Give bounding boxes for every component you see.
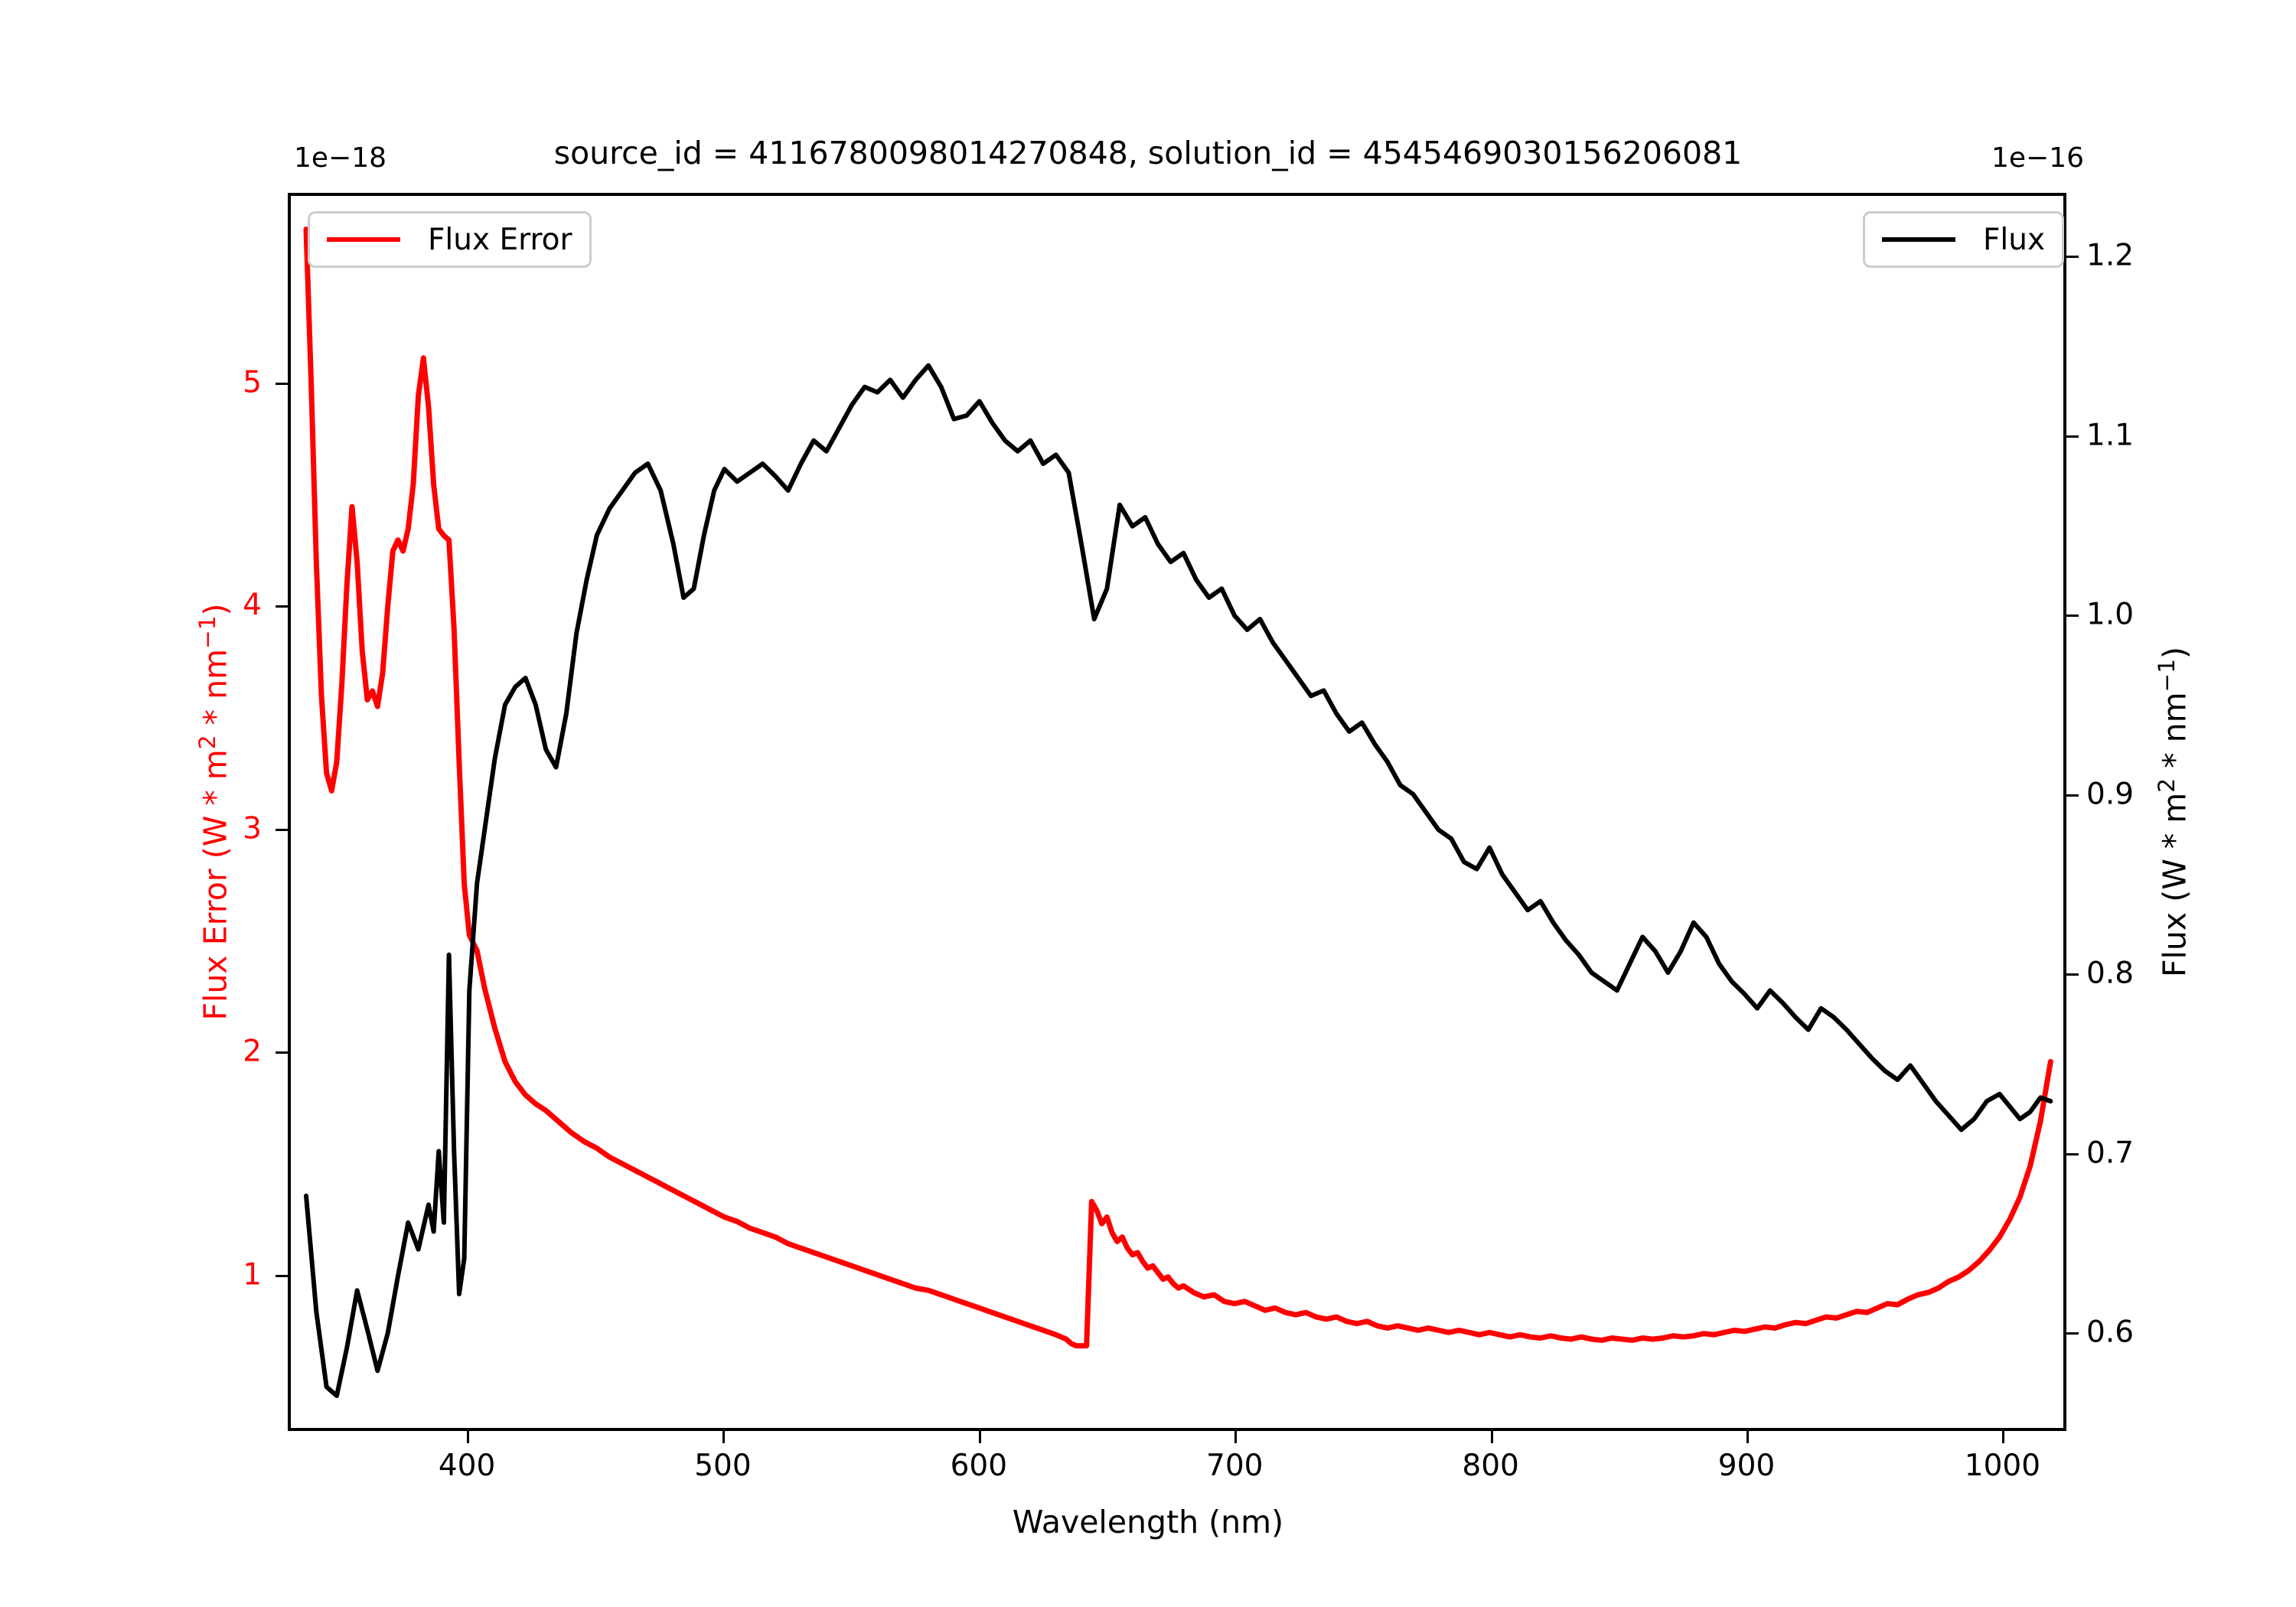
left-y-tick-mark <box>276 828 288 831</box>
left-y-tick-label: 1 <box>243 1257 262 1292</box>
series-line-flux <box>306 366 2050 1396</box>
left-y-tick-mark <box>276 1274 288 1277</box>
x-tick-label: 900 <box>1717 1449 1776 1483</box>
series-line-flux-error <box>306 230 2050 1346</box>
right-y-tick-label: 0.7 <box>2086 1136 2135 1171</box>
right-ylabel-prefix: Flux (W * m <box>2156 792 2193 978</box>
x-tick-label: 600 <box>950 1449 1008 1483</box>
x-tick-label: 700 <box>1206 1449 1264 1483</box>
right-y-tick-label: 1.0 <box>2086 597 2135 632</box>
right-y-tick-mark <box>2066 1332 2079 1335</box>
right-ylabel-sup1: 2 <box>2154 777 2180 793</box>
right-y-tick-label: 0.6 <box>2086 1315 2135 1350</box>
left-ylabel-mid: * nm <box>197 648 234 735</box>
right-y-tick-label: 0.9 <box>2086 777 2135 812</box>
x-axis-title: Wavelength (nm) <box>1012 1504 1284 1540</box>
left-y-tick-label: 2 <box>243 1034 262 1069</box>
right-ylabel-suffix: ) <box>2156 646 2193 659</box>
right-y-tick-label: 0.8 <box>2086 956 2135 991</box>
left-y-tick-mark <box>276 1051 288 1054</box>
x-tick-mark <box>2002 1431 2005 1443</box>
left-y-tick-label: 4 <box>243 588 262 623</box>
right-y-tick-mark <box>2066 794 2079 797</box>
right-y-tick-mark <box>2066 973 2079 976</box>
x-tick-label: 1000 <box>1964 1449 2041 1483</box>
legend-swatch-flux <box>1882 237 1955 242</box>
left-ylabel-sup1: 2 <box>194 735 221 750</box>
x-tick-label: 800 <box>1462 1449 1519 1483</box>
left-axis-offset-label: 1e−18 <box>294 142 387 174</box>
legend-flux[interactable]: Flux <box>1863 211 2065 268</box>
x-tick-mark <box>1234 1431 1238 1443</box>
legend-label-flux-error: Flux Error <box>428 222 572 257</box>
x-tick-mark <box>978 1431 981 1443</box>
right-y-tick-mark <box>2066 1152 2079 1156</box>
x-tick-mark <box>1746 1431 1749 1443</box>
left-y-axis-title-wrap: Flux Error (W * m2 * nm−1) <box>191 544 237 1080</box>
left-ylabel-prefix: Flux Error (W * m <box>197 749 234 1021</box>
page-title: source_id = 4116780098014270848, solutio… <box>553 135 1743 171</box>
plot-area <box>288 193 2066 1431</box>
x-tick-label: 500 <box>694 1449 752 1483</box>
x-tick-label: 400 <box>438 1449 496 1483</box>
right-ylabel-mid: * nm <box>2156 692 2193 778</box>
right-y-tick-label: 1.2 <box>2086 238 2135 273</box>
right-axis-offset-label: 1e−16 <box>1991 142 2085 174</box>
x-tick-mark <box>722 1431 726 1443</box>
left-ylabel-suffix: ) <box>197 603 234 616</box>
right-ylabel-sup2: −1 <box>2154 658 2180 693</box>
right-y-tick-mark <box>2066 614 2079 618</box>
left-y-axis-title: Flux Error (W * m2 * nm−1) <box>194 603 234 1020</box>
legend-flux-error[interactable]: Flux Error <box>308 211 592 268</box>
left-y-tick-mark <box>276 605 288 608</box>
left-y-tick-label: 5 <box>243 365 262 400</box>
right-y-tick-label: 1.1 <box>2086 418 2135 453</box>
right-y-tick-mark <box>2066 435 2079 438</box>
x-tick-mark <box>1490 1431 1493 1443</box>
right-y-tick-mark <box>2066 256 2079 259</box>
x-tick-mark <box>467 1431 470 1443</box>
left-y-tick-label: 3 <box>243 811 262 846</box>
legend-swatch-flux-error <box>327 237 400 242</box>
right-y-axis-title: Flux (W * m2 * nm−1) <box>2154 647 2193 977</box>
plot-svg <box>291 196 2063 1428</box>
right-y-axis-title-wrap: Flux (W * m2 * nm−1) <box>2151 544 2197 1080</box>
legend-label-flux: Flux <box>1983 222 2046 257</box>
left-ylabel-sup2: −1 <box>194 615 221 649</box>
left-y-tick-mark <box>276 382 288 385</box>
